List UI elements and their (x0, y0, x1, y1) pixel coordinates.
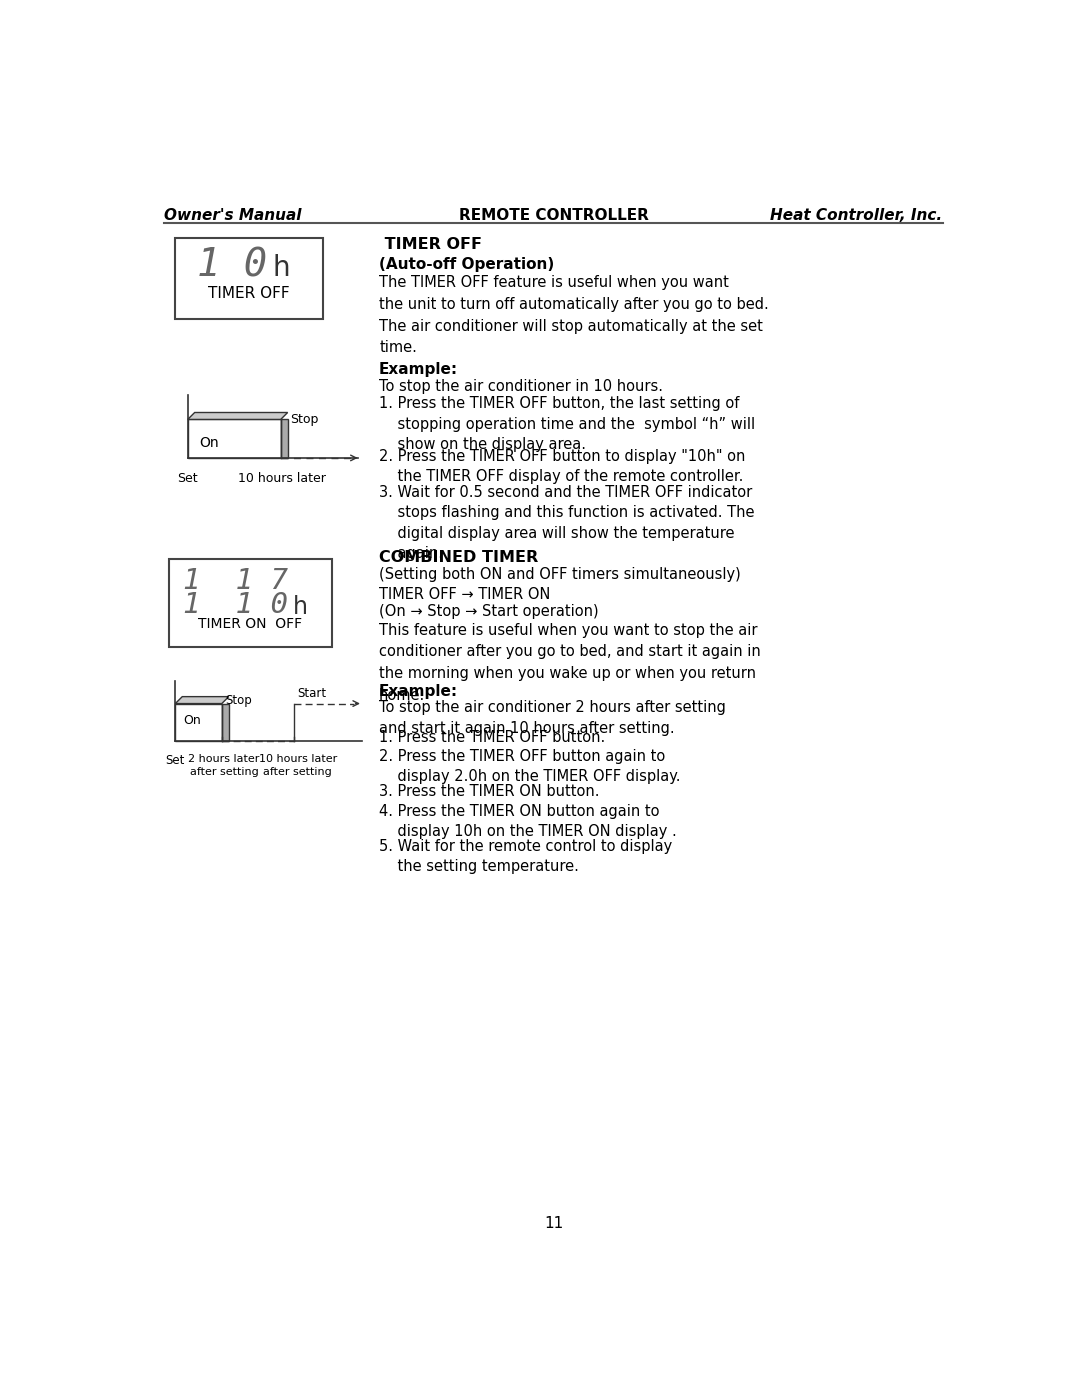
Text: (Auto-off Operation): (Auto-off Operation) (379, 257, 554, 272)
Bar (175, 239, 323, 320)
Bar (170, 559, 332, 647)
Text: This feature is useful when you want to stop the air
conditioner after you go to: This feature is useful when you want to … (379, 623, 761, 703)
Text: 1  1 0: 1 1 0 (183, 591, 288, 619)
Text: Start: Start (298, 687, 327, 700)
Text: 2. Press the TIMER OFF button to display "10h" on
    the TIMER OFF display of t: 2. Press the TIMER OFF button to display… (379, 448, 745, 485)
Text: 10 hours later
after setting: 10 hours later after setting (258, 754, 337, 777)
Text: COMBINED TIMER: COMBINED TIMER (379, 549, 538, 564)
Text: Example:: Example: (379, 683, 458, 698)
Text: Stop: Stop (226, 694, 253, 707)
Text: TIMER OFF → TIMER ON: TIMER OFF → TIMER ON (379, 587, 551, 602)
Text: Set: Set (177, 472, 198, 485)
Text: Heat Controller, Inc.: Heat Controller, Inc. (770, 208, 943, 222)
Text: 1 0: 1 0 (197, 246, 267, 284)
Text: 1. Press the TIMER OFF button, the last setting of
    stopping operation time a: 1. Press the TIMER OFF button, the last … (379, 397, 755, 453)
Text: Stop: Stop (291, 412, 319, 426)
Text: (On → Stop → Start operation): (On → Stop → Start operation) (379, 605, 598, 619)
Text: Owner's Manual: Owner's Manual (164, 208, 302, 222)
Text: TIMER OFF: TIMER OFF (379, 237, 482, 251)
Polygon shape (175, 697, 229, 704)
Text: (Setting both ON and OFF timers simultaneously): (Setting both ON and OFF timers simultan… (379, 567, 741, 583)
Polygon shape (188, 412, 287, 419)
Text: 3. Wait for 0.5 second and the TIMER OFF indicator
    stops flashing and this f: 3. Wait for 0.5 second and the TIMER OFF… (379, 485, 755, 562)
Text: 4. Press the TIMER ON button again to
    display 10h on the TIMER ON display .: 4. Press the TIMER ON button again to di… (379, 803, 677, 840)
Text: On: On (200, 436, 219, 450)
Text: TIMER ON  OFF: TIMER ON OFF (199, 617, 302, 631)
Text: 1  1 7: 1 1 7 (183, 567, 288, 595)
Text: Set: Set (165, 754, 185, 767)
Polygon shape (221, 704, 229, 742)
Text: To stop the air conditioner 2 hours after setting
and start it again 10 hours af: To stop the air conditioner 2 hours afte… (379, 700, 726, 736)
Text: To stop the air conditioner in 10 hours.: To stop the air conditioner in 10 hours. (379, 379, 663, 394)
Text: 2. Press the TIMER OFF button again to
    display 2.0h on the TIMER OFF display: 2. Press the TIMER OFF button again to d… (379, 749, 680, 784)
Text: h: h (293, 595, 308, 619)
Text: 11: 11 (544, 1217, 563, 1231)
Polygon shape (281, 419, 287, 458)
Polygon shape (188, 419, 281, 458)
Text: TIMER OFF: TIMER OFF (208, 286, 289, 302)
Text: On: On (183, 714, 201, 726)
Text: 5. Wait for the remote control to display
    the setting temperature.: 5. Wait for the remote control to displa… (379, 840, 673, 875)
Text: 3. Press the TIMER ON button.: 3. Press the TIMER ON button. (379, 784, 599, 799)
Text: Example:: Example: (379, 362, 458, 377)
Text: h: h (273, 254, 291, 282)
Text: 2 hours later
after setting: 2 hours later after setting (188, 754, 260, 777)
Text: 1. Press the TIMER OFF button.: 1. Press the TIMER OFF button. (379, 729, 606, 745)
Text: 10 hours later: 10 hours later (239, 472, 326, 485)
Text: The TIMER OFF feature is useful when you want
the unit to turn off automatically: The TIMER OFF feature is useful when you… (379, 275, 769, 355)
Text: REMOTE CONTROLLER: REMOTE CONTROLLER (459, 208, 648, 222)
Polygon shape (175, 704, 221, 742)
